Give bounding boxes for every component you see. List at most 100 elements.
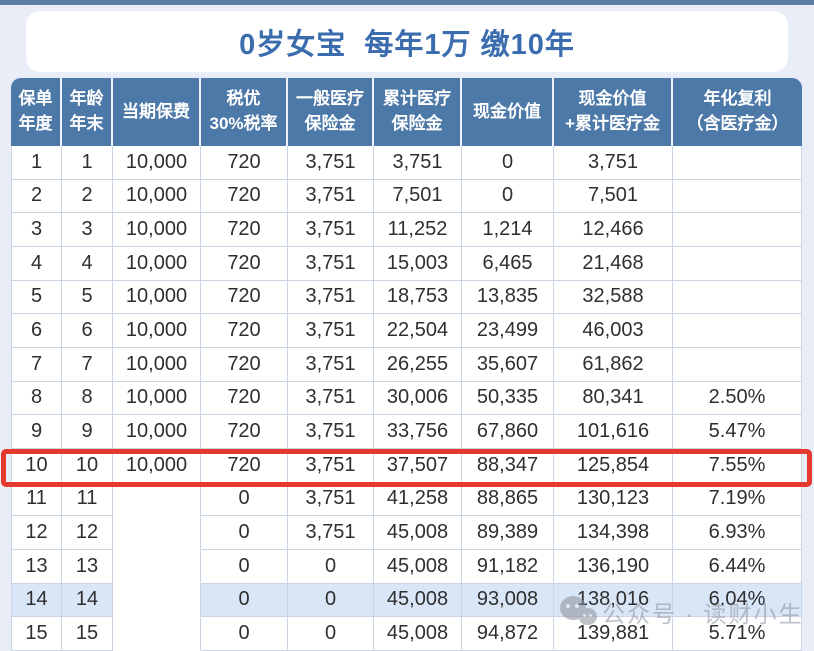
- table-cell: 2.50%: [673, 381, 802, 416]
- table-cell: 10,000: [113, 179, 201, 214]
- table-cell: 136,190: [554, 549, 673, 584]
- table-cell: [113, 516, 201, 550]
- table-cell: 10,000: [113, 415, 201, 449]
- table-cell: 10,000: [113, 246, 201, 281]
- table-cell: [673, 179, 802, 214]
- table-cell: 7.19%: [673, 482, 802, 517]
- table-cell: 6,465: [462, 246, 554, 281]
- table-cell: 720: [201, 448, 288, 483]
- table-cell: 88,865: [462, 482, 554, 517]
- table-cell: 3,751: [288, 381, 374, 416]
- table-cell: 1: [11, 146, 62, 180]
- table-cell: 101,616: [554, 415, 673, 449]
- table-row: 13 13 0 0 45,008 91,182 136,190 6.44%: [11, 549, 802, 584]
- table-cell: 9: [62, 415, 113, 449]
- column-header-age: 年龄 年末: [62, 78, 113, 146]
- table-cell: 6: [62, 314, 113, 348]
- table-cell: 7,501: [554, 179, 673, 214]
- table-cell: 10,000: [113, 280, 201, 315]
- table-row: 6 6 10,000 720 3,751 22,504 23,499 46,003: [11, 314, 802, 348]
- table-cell: 45,008: [374, 617, 462, 651]
- table-cell: 7,501: [374, 179, 462, 214]
- table-cell: 3,751: [288, 415, 374, 449]
- table-cell: 46,003: [554, 314, 673, 348]
- table-cell: 0: [201, 482, 288, 517]
- table-cell: [673, 280, 802, 315]
- table-cell: [673, 146, 802, 180]
- table-row: 1 1 10,000 720 3,751 3,751 0 3,751: [11, 146, 802, 180]
- table-cell: 1: [62, 146, 113, 180]
- table-cell: 9: [11, 415, 62, 449]
- table-cell: 5.71%: [673, 617, 802, 651]
- table-cell: 14: [62, 583, 113, 618]
- table-cell: 3,751: [374, 146, 462, 180]
- table-cell: 13,835: [462, 280, 554, 315]
- table-cell: 3,751: [288, 482, 374, 517]
- table-cell: 94,872: [462, 617, 554, 651]
- table-cell: 45,008: [374, 549, 462, 584]
- table-row: 10 10 10,000 720 3,751 37,507 88,347 125,854 7.5…: [11, 448, 802, 483]
- table-cell: 5: [62, 280, 113, 315]
- table-cell: 1,214: [462, 213, 554, 247]
- table-cell: [673, 213, 802, 247]
- column-header-cash-value: 现金价值: [462, 78, 554, 146]
- table-cell: [113, 549, 201, 584]
- table-cell: 10,000: [113, 381, 201, 416]
- table-cell: [673, 347, 802, 382]
- table-cell: 0: [462, 146, 554, 180]
- column-header-policy-year: 保单 年度: [11, 78, 62, 146]
- table-cell: 7: [11, 347, 62, 382]
- table-cell: 3,751: [288, 246, 374, 281]
- table-cell: 4: [62, 246, 113, 281]
- table-cell: 0: [201, 516, 288, 550]
- table-cell: 41,258: [374, 482, 462, 517]
- table-cell: 3,751: [288, 213, 374, 247]
- table-cell: 5: [11, 280, 62, 315]
- table-row: 8 8 10,000 720 3,751 30,006 50,335 80,341 2.50%: [11, 381, 802, 416]
- table-cell: 0: [201, 617, 288, 651]
- table-cell: 3,751: [288, 516, 374, 550]
- table-cell: 125,854: [554, 448, 673, 483]
- table-cell: [113, 583, 201, 618]
- table-cell: 3: [11, 213, 62, 247]
- table-cell: 0: [288, 617, 374, 651]
- table-cell: [673, 314, 802, 348]
- table-cell: 33,756: [374, 415, 462, 449]
- table-cell: 0: [288, 549, 374, 584]
- table-cell: 80,341: [554, 381, 673, 416]
- table-cell: 720: [201, 179, 288, 214]
- table-cell: 21,468: [554, 246, 673, 281]
- table-cell: 12: [62, 516, 113, 550]
- table-body: 1 1 10,000 720 3,751 3,751 0 3,751 2 2 10,000 720 3,…: [11, 146, 802, 651]
- table-cell: 45,008: [374, 516, 462, 550]
- table-cell: 6.04%: [673, 583, 802, 618]
- table-cell: 26,255: [374, 347, 462, 382]
- table-cell: 10,000: [113, 448, 201, 483]
- table-cell: [673, 246, 802, 281]
- table-container: 保单 年度 年龄 年末 当期保费 税优 30%税率 一般医疗 保险金 累计医疗 …: [11, 78, 802, 651]
- column-header-premium: 当期保费: [113, 78, 201, 146]
- table-cell: 12: [11, 516, 62, 550]
- table-row: 4 4 10,000 720 3,751 15,003 6,465 21,468: [11, 246, 802, 281]
- table-cell: 0: [201, 549, 288, 584]
- table-cell: 37,507: [374, 448, 462, 483]
- table-cell: 6.44%: [673, 549, 802, 584]
- table-cell: [113, 617, 201, 651]
- table-cell: 22,504: [374, 314, 462, 348]
- table-cell: 138,016: [554, 583, 673, 618]
- column-header-cum-medical: 累计医疗 保险金: [374, 78, 462, 146]
- table-cell: 720: [201, 246, 288, 281]
- column-header-annual-yield: 年化复利 （含医疗金）: [673, 78, 802, 146]
- table-cell: 11: [11, 482, 62, 517]
- table-cell: 10: [11, 448, 62, 483]
- table-cell: 4: [11, 246, 62, 281]
- title-card: 0岁女宝 每年1万 缴10年: [26, 11, 788, 72]
- table-cell: 30,006: [374, 381, 462, 416]
- table-cell: 8: [62, 381, 113, 416]
- table-cell: 61,862: [554, 347, 673, 382]
- table-cell: 720: [201, 415, 288, 449]
- page-title: 0岁女宝 每年1万 缴10年: [239, 28, 575, 61]
- table-cell: 50,335: [462, 381, 554, 416]
- table-row: 11 11 0 3,751 41,258 88,865 130,123 7.19%: [11, 482, 802, 517]
- table-cell: 18,753: [374, 280, 462, 315]
